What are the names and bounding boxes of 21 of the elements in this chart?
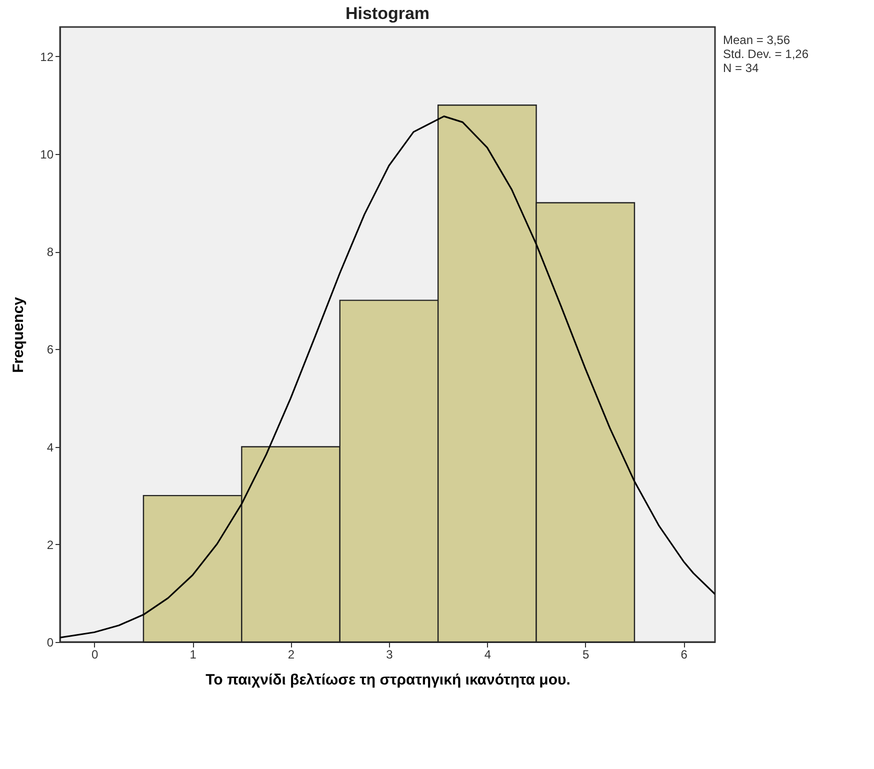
x-tick-label: 5 [582,648,590,662]
text: Std. Dev. = 1,26 [723,47,809,61]
y-tick-label: 2 [46,538,54,552]
x-tick-label: 4 [484,648,492,662]
y-tick-label: 0 [46,636,54,650]
x-tick-label: 3 [386,648,394,662]
x-tick-label: 0 [92,648,99,662]
x-tick-label: 2 [288,648,295,662]
y-axis-title: Frequency [10,296,28,373]
y-tick-label: 10 [40,147,54,162]
y-tick-label: 4 [46,440,54,454]
text: Mean = 3,56 [723,33,790,47]
line-series [60,116,715,638]
chart-title: Histogram [345,4,430,23]
x-tick-label: 1 [190,648,197,662]
y-tick-label: 12 [40,50,54,64]
y-tick-label: 8 [46,245,54,260]
x-axis-title: Το παιχνίδι βελτίωσε τη στρατηγική ικανότητα μου. [206,672,570,688]
text: N = 34 [723,61,760,75]
y-tick-label: 6 [46,342,54,357]
x-tick-label: 6 [680,648,688,662]
